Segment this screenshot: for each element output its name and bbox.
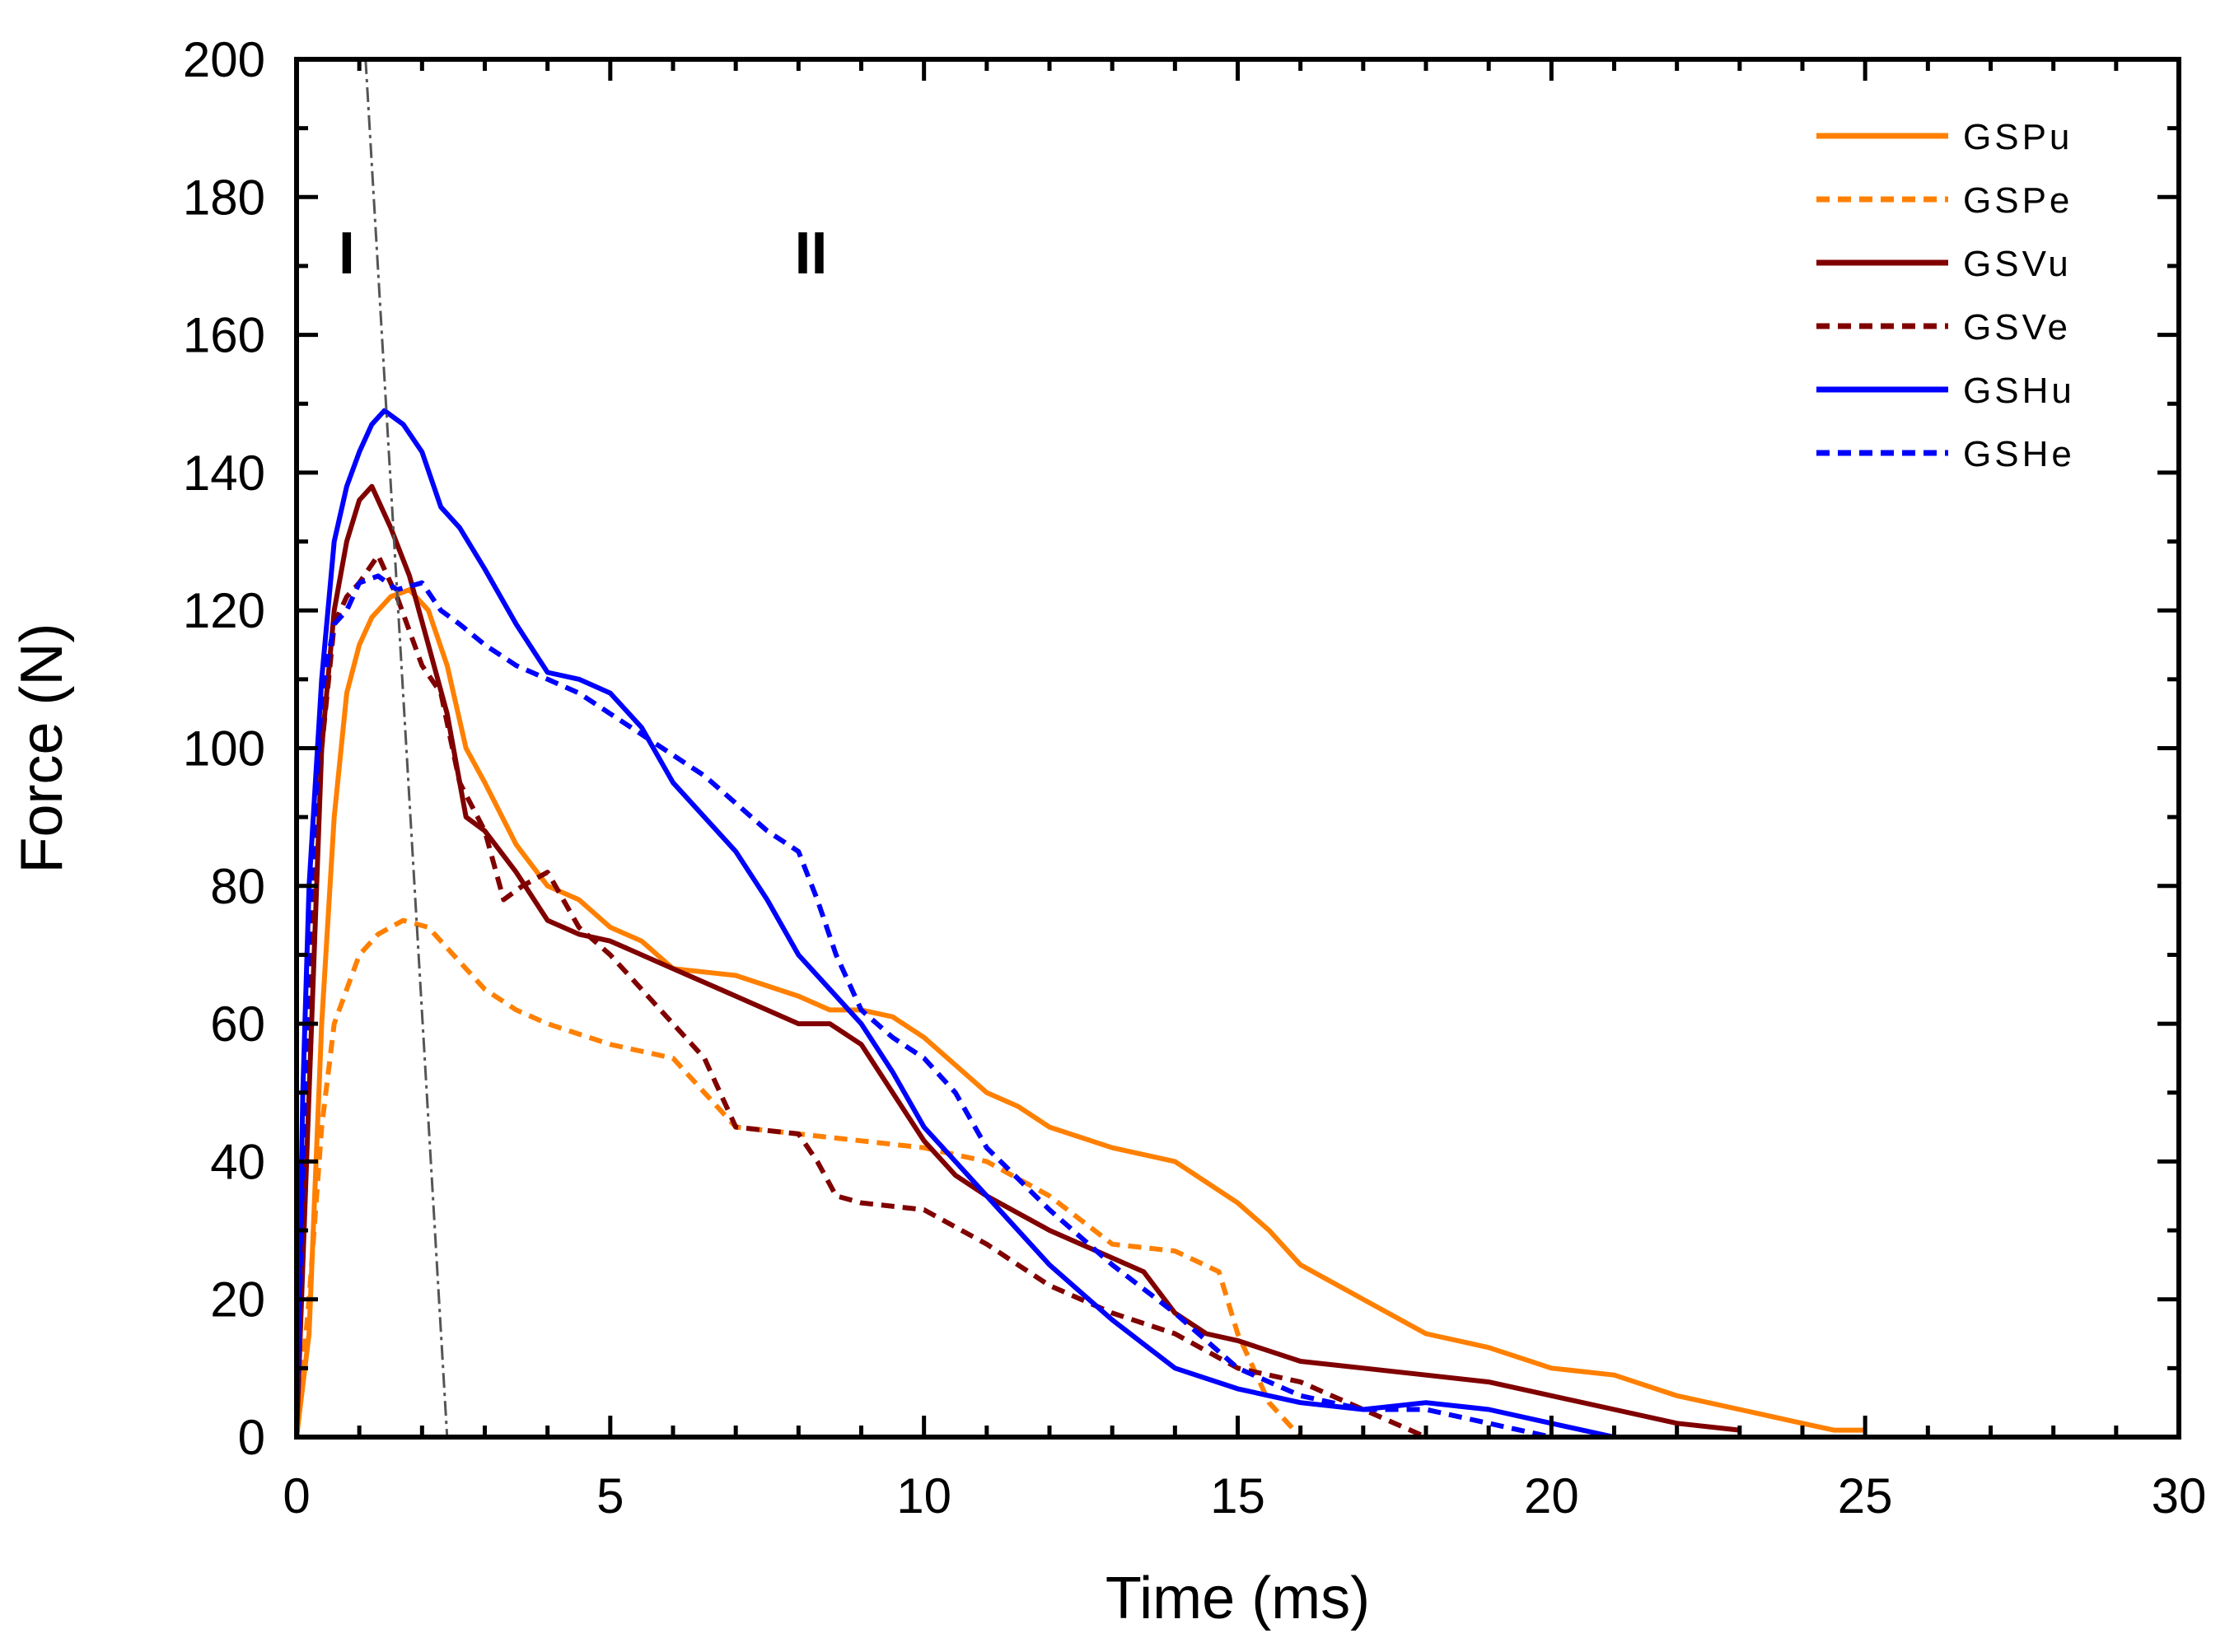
y-tick-label: 140 <box>183 446 265 501</box>
series-line-gshe <box>297 573 1552 1437</box>
y-tick-label: 100 <box>183 721 265 777</box>
x-tick-label: 10 <box>896 1468 951 1524</box>
y-axis-title: Force (N) <box>9 623 75 874</box>
series-line-gspu <box>297 587 1866 1437</box>
y-tick-label: 20 <box>210 1272 265 1328</box>
region-label-2: II <box>795 221 828 287</box>
y-tick-label: 200 <box>183 32 265 87</box>
legend-label-gshu: GSHu <box>1963 371 2075 411</box>
x-tick-label: 5 <box>596 1468 624 1524</box>
x-tick-label: 25 <box>1838 1468 1893 1524</box>
y-tick-label: 60 <box>210 996 265 1052</box>
y-tick-label: 80 <box>210 859 265 914</box>
series-line-gshu <box>297 408 1615 1437</box>
x-tick-label: 20 <box>1524 1468 1579 1524</box>
series-group <box>297 59 1866 1437</box>
y-tick-label: 180 <box>183 170 265 225</box>
series-line-gsvu <box>297 483 1741 1437</box>
y-tick-label: 40 <box>210 1134 265 1189</box>
y-tick-label: 120 <box>183 583 265 638</box>
y-tick-label: 0 <box>238 1410 265 1465</box>
region-divider-line <box>364 59 449 1437</box>
legend-label-gsvu: GSVu <box>1963 244 2072 284</box>
legend-label-gspu: GSPu <box>1963 117 2073 157</box>
x-tick-label: 15 <box>1210 1468 1265 1524</box>
series-line-gsve <box>297 553 1428 1437</box>
x-tick-label: 30 <box>2152 1468 2207 1524</box>
legend-label-gshe: GSHe <box>1963 434 2075 474</box>
legend-label-gspe: GSPe <box>1963 180 2073 221</box>
x-axis-title: Time (ms) <box>1105 1566 1370 1631</box>
series-line-gspe <box>297 917 1302 1437</box>
legend: GSPu GSPe GSVu GSVe GSHu GSHe <box>1816 117 2075 474</box>
plot-frame <box>294 57 2181 1440</box>
legend-label-gsve: GSVe <box>1963 307 2071 348</box>
x-tick-label: 0 <box>283 1468 310 1524</box>
y-tick-label: 160 <box>183 308 265 363</box>
region-label-1: I <box>339 221 355 287</box>
